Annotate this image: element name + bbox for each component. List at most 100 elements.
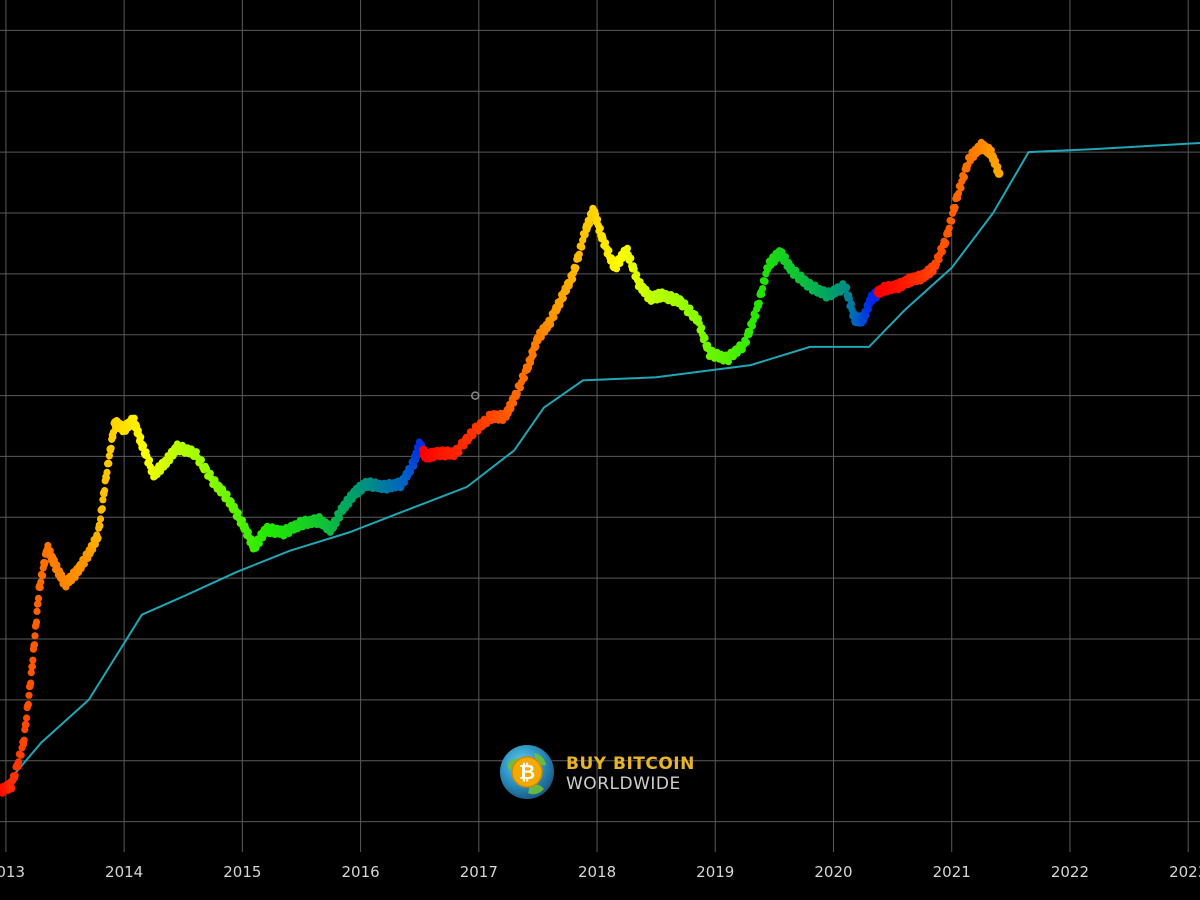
price-point <box>36 584 44 592</box>
price-point <box>25 691 33 699</box>
price-point <box>223 490 231 498</box>
price-point <box>623 244 632 252</box>
price-point <box>575 250 583 258</box>
price-point <box>843 284 851 292</box>
price-point <box>455 448 463 457</box>
price-point <box>39 572 47 580</box>
price-point <box>101 487 109 495</box>
price-point <box>37 578 45 586</box>
price-point <box>759 285 767 293</box>
price-point <box>944 230 952 238</box>
price-point <box>994 168 1004 178</box>
price-point <box>742 338 751 346</box>
price-point <box>99 496 107 504</box>
price-point <box>234 509 242 517</box>
x-tick-label: 2021 <box>933 863 971 881</box>
price-point <box>53 561 61 569</box>
price-point <box>847 300 856 308</box>
price-point <box>987 146 995 154</box>
x-tick-label: 2013 <box>0 863 25 881</box>
price-point <box>633 271 641 279</box>
x-axis: 2013 2014 2015 2016 2017 2018 2019 2020 2021 2022… <box>0 863 1200 881</box>
price-point <box>103 468 111 476</box>
price-point <box>594 215 602 223</box>
x-tick-label: 2020 <box>814 863 852 881</box>
price-point <box>701 334 709 342</box>
line-series <box>0 142 1200 792</box>
hover-marker <box>471 391 480 400</box>
price-point <box>960 173 969 181</box>
price-point <box>211 476 219 484</box>
marker-series <box>471 391 480 400</box>
price-point <box>17 751 25 759</box>
price-point <box>14 763 22 771</box>
price-point <box>698 324 706 332</box>
price-point <box>630 265 638 273</box>
price-point <box>758 290 766 298</box>
price-point <box>627 254 635 262</box>
price-point <box>509 399 518 407</box>
price-point <box>96 522 104 530</box>
price-point <box>752 312 760 320</box>
x-tick-label: 2014 <box>105 863 143 881</box>
price-point <box>244 528 252 536</box>
price-point <box>845 294 854 303</box>
price-point <box>192 448 200 456</box>
price-point <box>513 389 521 398</box>
price-point <box>410 462 418 470</box>
price-point <box>20 736 28 744</box>
watermark-logo: ₿ BUY BITCOIN WORLDWIDE <box>500 745 694 799</box>
price-point <box>29 656 37 664</box>
price-point <box>520 374 529 382</box>
price-point <box>755 299 763 307</box>
x-tick-label: 2022 <box>1051 863 1089 881</box>
price-point <box>33 607 41 616</box>
x-tick-label: 2016 <box>341 863 379 881</box>
price-point <box>23 714 31 722</box>
price-point <box>197 456 205 464</box>
price-point <box>529 351 537 359</box>
x-tick-label: 2017 <box>460 863 498 881</box>
price-point <box>948 217 956 225</box>
price-point <box>30 641 39 649</box>
scatter-series <box>0 138 1004 797</box>
price-point <box>686 304 694 312</box>
x-tick-label: 2015 <box>223 863 261 881</box>
price-point <box>864 305 873 313</box>
price-point <box>28 662 36 671</box>
price-point <box>781 253 790 261</box>
x-tick-label: 2018 <box>578 863 616 881</box>
price-point <box>8 785 16 793</box>
price-point <box>954 189 963 198</box>
price-point <box>460 442 468 450</box>
price-point <box>605 246 613 255</box>
x-tick-label: 2023 <box>1169 863 1200 881</box>
price-point <box>748 322 757 330</box>
logo-text-line2: WORLDWIDE <box>566 774 681 794</box>
price-point <box>102 474 110 482</box>
price-point <box>11 771 19 780</box>
price-point <box>578 243 586 251</box>
price-point <box>994 163 1002 171</box>
price-point <box>34 600 42 608</box>
price-point <box>572 264 580 272</box>
price-point <box>107 444 115 452</box>
price-point <box>15 758 23 766</box>
price-point <box>400 479 409 487</box>
price-point <box>22 721 30 729</box>
bitcoin-symbol: ₿ <box>519 760 535 784</box>
price-point <box>94 534 102 542</box>
price-point <box>137 433 145 441</box>
price-point <box>550 313 558 321</box>
price-point <box>27 669 35 677</box>
bitcoin-coin-icon <box>511 756 543 788</box>
price-point <box>255 539 263 548</box>
price-point <box>41 559 49 567</box>
price-point <box>569 275 577 283</box>
price-point <box>532 342 540 351</box>
price-point <box>335 514 344 522</box>
price-point <box>938 248 947 256</box>
price-point <box>238 516 246 524</box>
price-point <box>516 384 525 392</box>
price-point <box>105 460 113 468</box>
